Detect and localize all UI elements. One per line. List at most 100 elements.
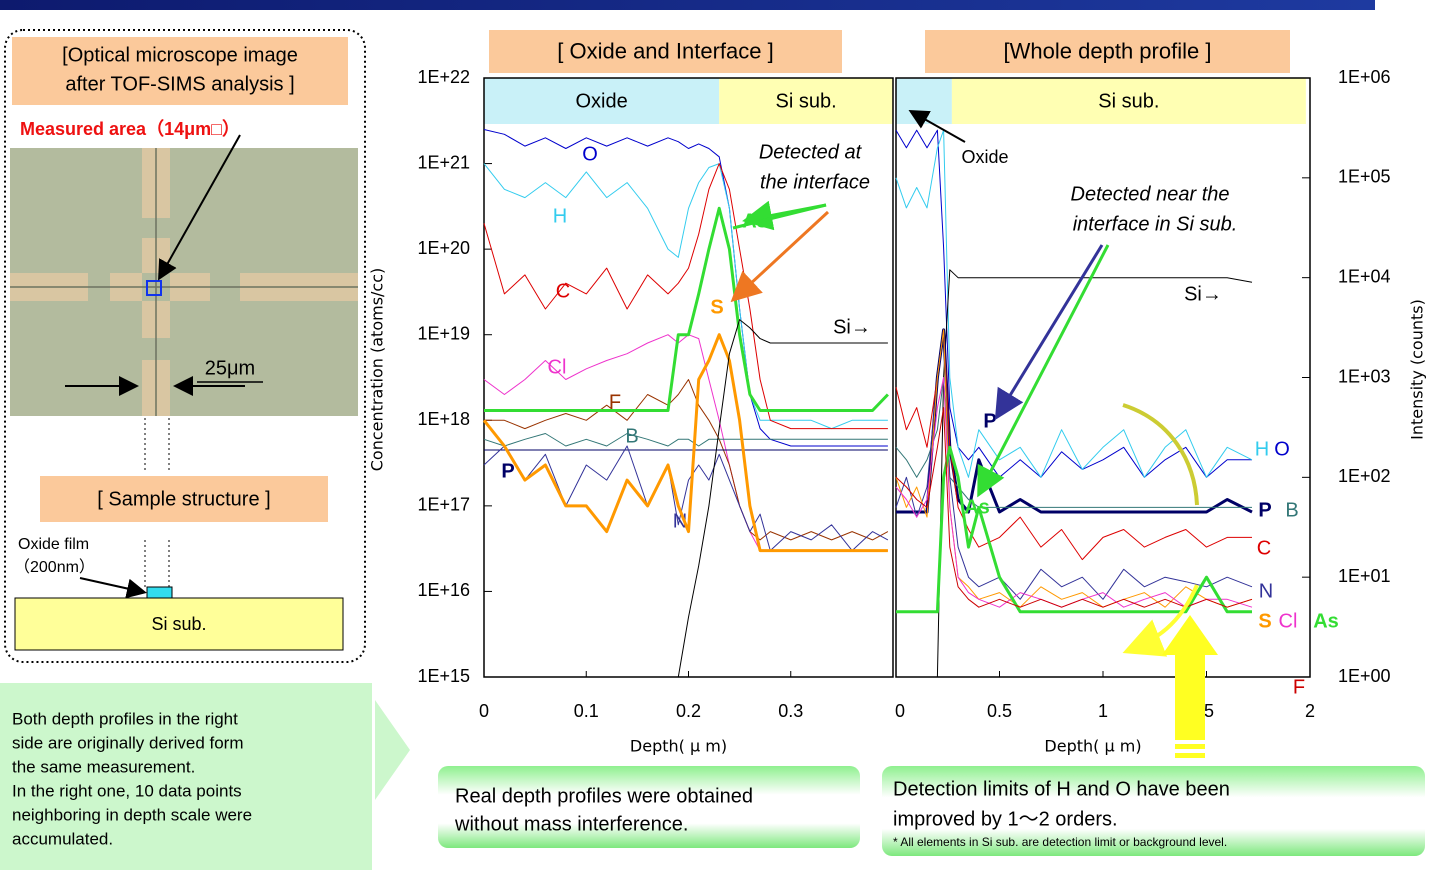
y-tick-label: 1E+20 <box>417 238 470 258</box>
result-text: improved by 1～2 orders. <box>893 808 1118 830</box>
y-tick-label: 1E+01 <box>1338 566 1391 586</box>
region <box>951 78 1306 124</box>
region <box>484 78 720 124</box>
note: Both depth profiles in the right side ar… <box>12 709 252 848</box>
chart-title: [Whole depth profile ] <box>1004 38 1212 63</box>
series-label: As <box>1313 610 1339 632</box>
microscope-title: after TOF-SIMS analysis ] <box>65 73 294 95</box>
series-label: Si→ <box>1184 283 1222 305</box>
y-tick-label: 1E+02 <box>1338 466 1391 486</box>
oxide-film: Oxide film <box>18 536 89 553</box>
series-label: F <box>609 391 621 413</box>
y-tick-label: 1E+06 <box>1338 67 1391 87</box>
title-box <box>489 30 842 73</box>
result-text: Real depth profiles were obtained <box>455 785 753 807</box>
annotation: Detected near the <box>1071 183 1230 205</box>
chart: [ Oxide and Interface ] Oxide Si sub. 1E+15… <box>368 30 894 756</box>
series-line <box>483 433 888 447</box>
annotation: As <box>964 496 990 518</box>
header-bar <box>0 0 1375 10</box>
series-label: F <box>1293 676 1305 698</box>
microscope-image <box>10 134 358 416</box>
note-line: Both depth profiles in the right <box>12 709 238 728</box>
x-axis-label: Depth( μ m) <box>630 737 727 756</box>
y-axis-label: Concentration (atoms/cc) <box>368 268 387 472</box>
result-box <box>438 766 860 848</box>
measured-area: Measured area（14μm□） <box>20 119 240 139</box>
series-label: P <box>1258 499 1271 521</box>
x-tick-label: 2 <box>1305 701 1315 721</box>
note-box <box>0 683 372 870</box>
series-line <box>484 319 888 678</box>
oxide-film: （200nm） <box>14 558 95 576</box>
series-line <box>895 329 1252 561</box>
note-line: neighboring in depth scale were <box>12 805 252 824</box>
x-tick-label: 0.3 <box>778 701 803 721</box>
series-line <box>895 377 1253 608</box>
series-label: Si→ <box>833 316 871 338</box>
series-label: S <box>1258 610 1271 632</box>
series-line <box>483 129 888 447</box>
series-label: C <box>556 280 570 302</box>
note-arrow <box>375 700 410 800</box>
y-tick-label: 1E+22 <box>417 67 470 87</box>
series-line <box>484 379 889 541</box>
series-label: H <box>1255 438 1269 460</box>
y-tick-label: 1E+16 <box>417 580 470 600</box>
series-line <box>483 163 888 430</box>
series-label: P <box>501 460 514 482</box>
y-tick-label: 1E+05 <box>1338 167 1391 187</box>
substrate <box>14 597 344 651</box>
note-line: side are originally derived form <box>12 733 244 752</box>
y-tick-label: 1E+19 <box>417 323 470 343</box>
note-line: accumulated. <box>12 829 113 848</box>
x-tick-label: 1 <box>1098 701 1108 721</box>
series-label: Cl <box>548 356 567 378</box>
scale-label: 25μm <box>205 357 255 379</box>
series-label: B <box>1285 499 1298 521</box>
y-tick-label: 1E+17 <box>417 495 470 515</box>
y-tick-label: 1E+18 <box>417 409 470 429</box>
x-tick-label: 0.2 <box>676 701 701 721</box>
annotation: interface in Si sub. <box>1073 213 1238 235</box>
region-label: Oxide <box>575 90 627 112</box>
y-tick-label: 1E+15 <box>417 666 470 686</box>
x-tick-label: 0.1 <box>574 701 599 721</box>
y-tick-label: 1E+00 <box>1338 666 1391 686</box>
title-box <box>925 30 1290 73</box>
result-text: Detection limits of H and O have been <box>893 778 1230 800</box>
annotation: P <box>983 410 996 432</box>
x-tick-label: 0 <box>895 701 905 721</box>
series-line <box>895 329 1253 600</box>
result-text: without mass interference. <box>454 813 688 835</box>
series-label: C <box>1257 537 1271 559</box>
series-line <box>482 333 888 553</box>
charts: [ Oxide and Interface ] Oxide Si sub. 1E+15… <box>368 30 1427 756</box>
chart: [Whole depth profile ] Si sub. 1E+00 1E+01 1… <box>895 30 1427 756</box>
chart-title: [ Oxide and Interface ] <box>557 38 773 63</box>
label-box <box>12 37 348 105</box>
substrate-label: Si sub. <box>151 614 206 634</box>
region-label: Si sub. <box>776 90 837 112</box>
series-line <box>895 129 1252 478</box>
note-line: In the right one, 10 data points <box>12 781 242 800</box>
x-axis-label: Depth( μ m) <box>1044 737 1141 756</box>
region-label: Si sub. <box>1098 90 1159 112</box>
series-line <box>895 407 1253 608</box>
series-label: B <box>625 425 638 447</box>
x-tick-label: 0 <box>479 701 489 721</box>
result-box <box>882 766 1425 856</box>
footnote: * All elements in Si sub. are detection … <box>893 835 1227 849</box>
plot-frame <box>483 77 894 678</box>
annotation: Detected at <box>759 141 863 163</box>
region <box>896 78 952 124</box>
note-line: the same measurement. <box>12 757 195 776</box>
annotation: Oxide <box>961 147 1008 167</box>
region <box>719 78 893 124</box>
series-label: H <box>553 205 567 227</box>
arrow <box>79 577 147 599</box>
x-tick-label: 0.5 <box>987 701 1012 721</box>
series-label: N <box>1259 580 1273 602</box>
y-tick-label: 1E+03 <box>1338 366 1391 386</box>
